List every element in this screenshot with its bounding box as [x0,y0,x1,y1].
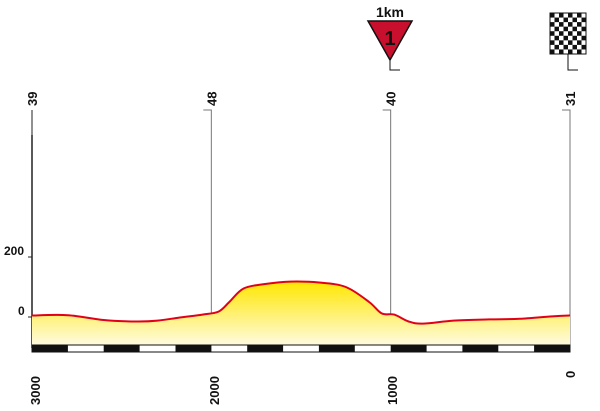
distance-bar-segment [318,345,355,352]
x-axis: 3000 2000 1000 0 [28,371,578,405]
x-tick-label-0: 0 [563,371,578,378]
distance-bar-segment [103,345,140,352]
marker-label: 40 [384,92,399,106]
distance-bar-segment [175,345,212,352]
flamme-rouge-leader [389,60,400,71]
marker-labels: 39 48 40 31 [25,92,578,106]
y-tick-label-0: 0 [18,304,25,318]
x-tick-label-2000: 2000 [207,376,222,405]
distance-bar-segment [247,345,284,352]
distance-bar-segment [534,345,570,352]
distance-bar-segment [32,345,68,352]
marker-lines [31,109,571,345]
y-tick-label-200: 200 [4,244,24,258]
marker-label: 48 [204,92,219,106]
flamme-rouge-icon [366,20,414,62]
y-axis: 200 0 [4,244,32,318]
marker-line [382,109,392,345]
distance-bar-segment [390,345,427,352]
x-tick-label-3000: 3000 [28,376,43,405]
flamme-rouge-distance: 1km [376,4,404,20]
flamme-rouge-number: 1 [384,28,395,50]
x-tick-label-1000: 1000 [385,376,400,405]
elevation-line [31,280,571,325]
distance-bar-segment [462,345,499,352]
marker-label: 31 [563,92,578,106]
checkered-flag-icon [549,12,587,71]
flamme-rouge: 1km 1 [366,4,414,71]
marker-line [562,109,571,345]
elevation-area [32,281,570,345]
distance-scale-bar [31,344,571,353]
marker-label: 39 [25,92,40,106]
marker-line [203,109,212,345]
